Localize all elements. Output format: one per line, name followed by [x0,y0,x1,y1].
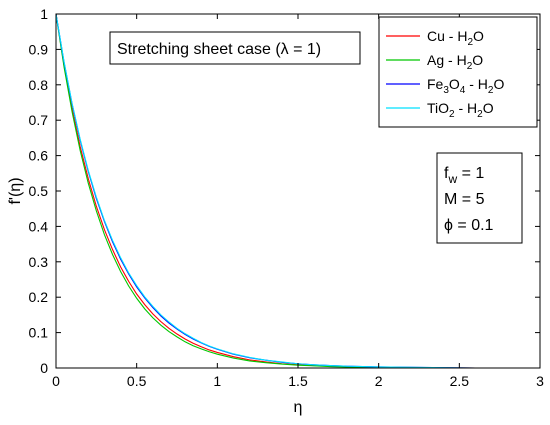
annotation-title-box [109,31,361,65]
legend-label-3: TiO2 - H2O [427,100,494,120]
y-tick-label: 0.7 [29,112,49,128]
parameter-box [436,152,523,244]
y-tick-label: 0 [40,360,48,376]
series-line-1 [55,13,500,369]
legend: Cu - H2O Ag - H2O Fe3O4 - H2O TiO2 - H2O [386,28,504,120]
y-tick-label: 1 [40,6,48,22]
x-tick-label: 0 [52,373,60,389]
y-tick-label: 0.5 [29,183,49,199]
x-tick-label: 2.5 [450,373,470,389]
parameter-2: ϕ = 0.1 [444,217,494,234]
x-tick-label: 1 [213,373,221,389]
series-layer [55,13,500,369]
parameter-lines: fw = 1 M = 5 ϕ = 0.1 [444,165,494,234]
y-tick-labels: 0 0.1 0.2 0.3 0.4 0.5 0.6 0.7 0.8 0.9 1 [29,6,49,376]
x-tick-label: 0.5 [127,373,147,389]
legend-box [378,16,538,128]
y-tick-label: 0.3 [29,254,49,270]
parameter-1: M = 5 [444,191,485,208]
x-tick-labels: 0 0.5 1 1.5 2 2.5 3 [52,373,544,389]
x-tick-label: 2 [375,373,383,389]
legend-label-2: Fe3O4 - H2O [427,76,504,96]
y-tick-label: 0.1 [29,325,49,341]
y-tick-label: 0.2 [29,289,49,305]
y-axis-label: f'(η) [7,177,24,204]
legend-label-0: Cu - H2O [427,28,484,48]
y-tick-label: 0.9 [29,41,49,57]
x-tick-label: 1.5 [288,373,308,389]
x-tick-label: 3 [536,373,544,389]
legend-label-1: Ag - H2O [427,52,483,72]
x-axis-label: η [294,399,303,416]
y-tick-label: 0.4 [29,218,49,234]
parameter-0: fw = 1 [444,165,484,186]
y-tick-label: 0.8 [29,77,49,93]
annotation-title: Stretching sheet case (λ = 1) [117,41,321,58]
y-tick-label: 0.6 [29,148,49,164]
series-line-3 [55,13,500,369]
